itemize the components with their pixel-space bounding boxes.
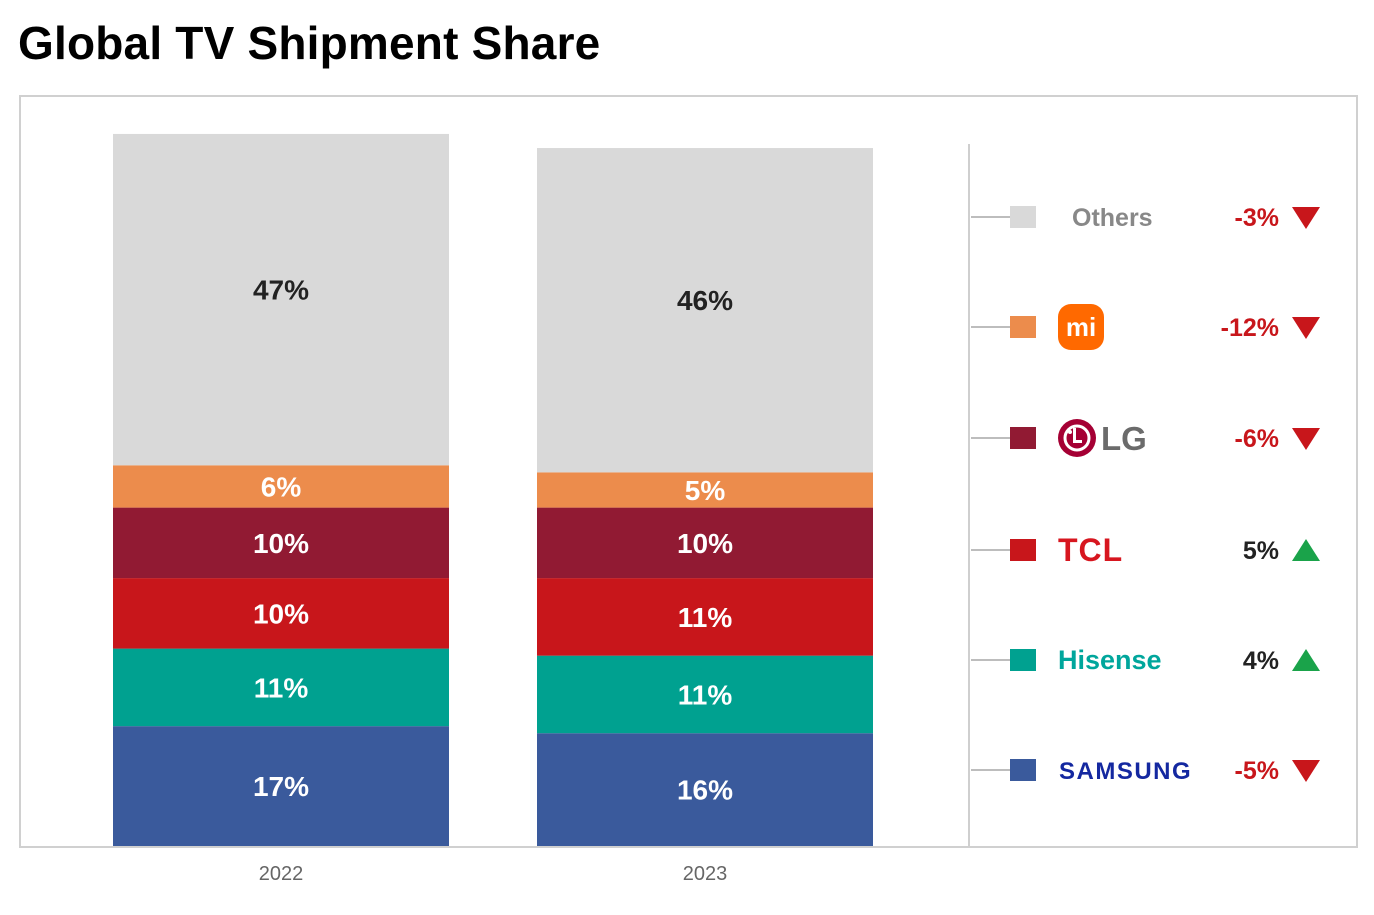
data-label-tcl-2022: 10%	[253, 598, 309, 629]
data-label-samsung-2023: 16%	[677, 775, 733, 806]
legend-label-lg: LG	[1101, 420, 1147, 457]
bar-segment-lg-2022	[113, 507, 449, 579]
data-label-tcl-2023: 11%	[678, 602, 733, 633]
x-axis-ticks: 2022 2023	[259, 863, 728, 885]
legend-item-tcl: TCL 5%	[971, 532, 1320, 568]
xiaomi-logo-icon: mi	[1058, 304, 1104, 350]
bar-segment-hisense-2022	[113, 648, 449, 727]
bar-segment-tcl-2023	[537, 578, 873, 656]
legend-label-xiaomi: mi	[1066, 312, 1096, 342]
data-label-lg-2023: 10%	[677, 528, 733, 559]
data-label-others-2023: 46%	[677, 285, 733, 316]
legend-change-xiaomi: -12%	[1221, 314, 1279, 342]
legend-swatch-xiaomi	[1010, 316, 1036, 338]
legend-change-samsung: -5%	[1235, 757, 1279, 785]
legend-swatch-samsung	[1010, 759, 1036, 781]
legend-swatch-others	[1010, 206, 1036, 228]
x-tick-label-2023: 2023	[683, 863, 728, 885]
bar-segment-xiaomi-2023	[537, 472, 873, 508]
data-label-lg-2022: 10%	[253, 528, 309, 559]
legend-item-hisense: Hisense 4%	[971, 645, 1320, 675]
data-label-others-2022: 47%	[253, 275, 309, 306]
bar-segment-samsung-2022	[113, 726, 449, 846]
chart-title: Global TV Shipment Share	[18, 17, 601, 69]
bar-segment-lg-2023	[537, 507, 873, 579]
data-label-hisense-2022: 11%	[254, 672, 309, 703]
data-label-samsung-2022: 17%	[253, 771, 309, 802]
legend-item-lg: LG -6%	[971, 419, 1320, 457]
bar-segment-tcl-2022	[113, 578, 449, 649]
down-triangle-icon	[1292, 428, 1320, 450]
legend-item-xiaomi: mi -12%	[971, 304, 1320, 350]
down-triangle-icon	[1292, 760, 1320, 782]
data-label-xiaomi-2022: 6%	[261, 471, 302, 502]
bar-segment-xiaomi-2022	[113, 465, 449, 508]
legend-change-tcl: 5%	[1243, 537, 1279, 565]
legend-swatch-hisense	[1010, 649, 1036, 671]
data-label-hisense-2023: 11%	[678, 679, 733, 710]
up-triangle-icon	[1292, 649, 1320, 671]
legend-item-samsung: SAMSUNG -5%	[971, 757, 1320, 785]
down-triangle-icon	[1292, 317, 1320, 339]
legend-change-hisense: 4%	[1243, 647, 1279, 675]
up-triangle-icon	[1292, 539, 1320, 561]
bar-segment-others-2022	[113, 133, 449, 466]
legend-label-hisense: Hisense	[1058, 645, 1162, 675]
legend-label-tcl: TCL	[1058, 532, 1123, 568]
legend-item-others: Others -3%	[971, 204, 1320, 232]
legend-change-lg: -6%	[1235, 425, 1279, 453]
bar-segment-others-2023	[537, 148, 873, 473]
bar-segment-hisense-2023	[537, 655, 873, 734]
lg-logo-icon	[1058, 419, 1096, 457]
down-triangle-icon	[1292, 207, 1320, 229]
legend-label-others: Others	[1072, 204, 1153, 232]
x-tick-label-2022: 2022	[259, 863, 304, 885]
data-label-xiaomi-2023: 5%	[685, 475, 726, 506]
legend-swatch-lg	[1010, 427, 1036, 449]
legend-change-others: -3%	[1235, 204, 1279, 232]
legend-label-samsung: SAMSUNG	[1059, 758, 1192, 785]
legend-swatch-tcl	[1010, 539, 1036, 561]
bar-segment-samsung-2023	[537, 733, 873, 846]
bars-group: 17% 11% 10% 10% 6% 47% 16% 11% 11% 10% 5% 46%	[113, 133, 873, 846]
legend: Others -3% mi -12% LG -6% TCL 5% Hisense 4% SAMSUN…	[971, 204, 1320, 785]
